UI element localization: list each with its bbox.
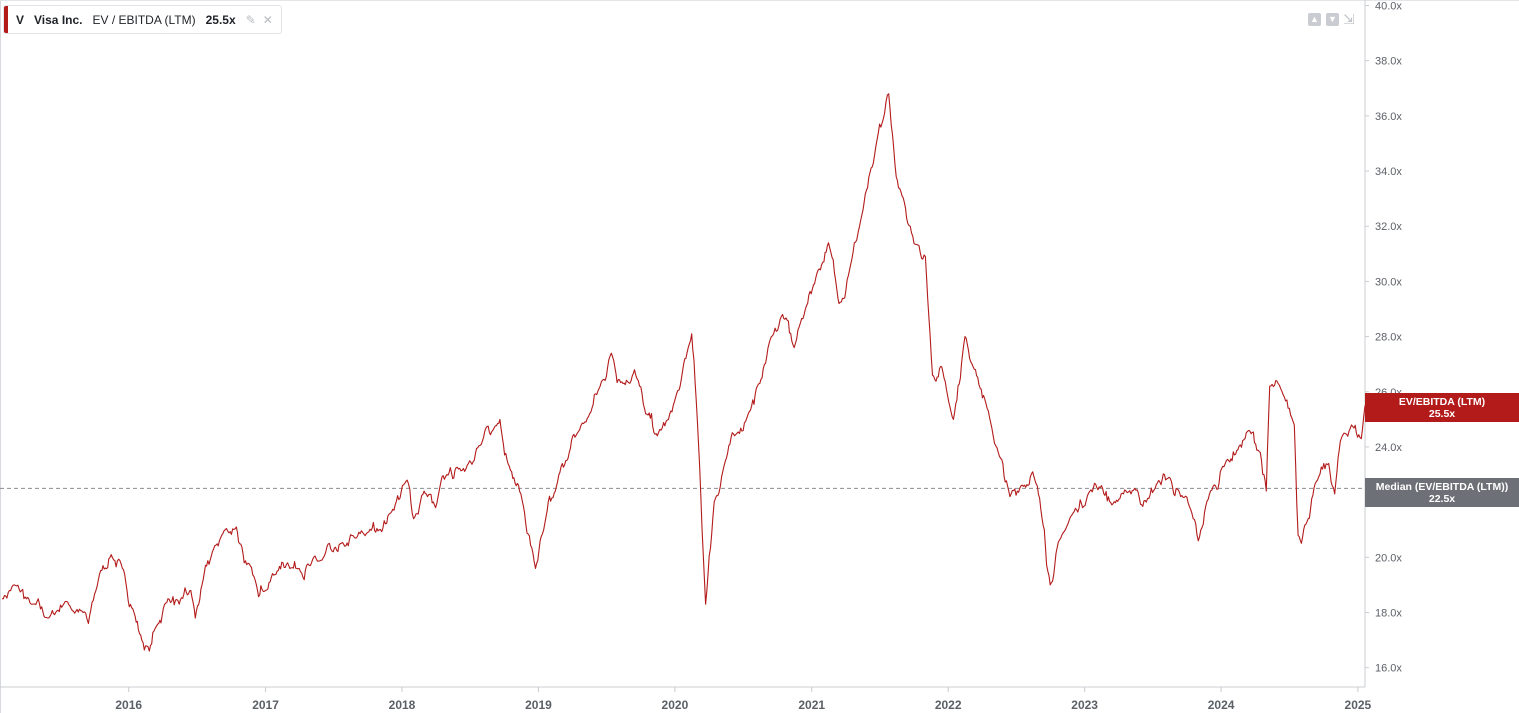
y-tick-label: 34.0x: [1375, 166, 1402, 178]
y-tick-label: 24.0x: [1375, 442, 1402, 454]
x-tick-label: 2022: [935, 698, 962, 712]
x-tick-label: 2023: [1071, 698, 1098, 712]
y-tick-label: 32.0x: [1375, 221, 1402, 233]
series-color-swatch: [4, 6, 8, 33]
legend-ticker: V: [16, 12, 25, 27]
y-tick-label: 36.0x: [1375, 111, 1402, 123]
legend-metric: EV / EBITDA (LTM): [92, 12, 196, 27]
y-tick-label: 20.0x: [1375, 552, 1402, 564]
series-line-ev-ebitda: [1, 93, 1366, 652]
x-tick-label: 2021: [798, 698, 825, 712]
median-flag-label: Median (EV/EBITDA (LTM)): [1375, 481, 1509, 493]
series-legend[interactable]: V Visa Inc. EV / EBITDA (LTM) 25.5x ✎ ✕: [3, 5, 282, 34]
arrow-down-icon[interactable]: ▼: [1326, 13, 1339, 26]
legend-company: Visa Inc.: [34, 12, 83, 27]
x-tick-label: 2020: [662, 698, 689, 712]
y-tick-label: 28.0x: [1375, 332, 1402, 344]
x-tick-label: 2016: [115, 698, 142, 712]
arrow-up-icon[interactable]: ▲: [1308, 13, 1321, 26]
legend-value: 25.5x: [205, 12, 236, 27]
y-tick-label: 16.0x: [1375, 663, 1402, 675]
x-tick-label: 2017: [252, 698, 279, 712]
current-value-flag: EV/EBITDA (LTM) 25.5x: [1365, 393, 1519, 422]
median-flag-value: 22.5x: [1428, 493, 1456, 505]
y-tick-label: 40.0x: [1375, 1, 1402, 13]
paint-brush-icon[interactable]: ✎: [245, 12, 256, 27]
x-tick-label: 2018: [389, 698, 416, 712]
y-tick-label: 18.0x: [1375, 608, 1402, 620]
x-tick-label: 2025: [1345, 698, 1372, 712]
y-tick-label: 38.0x: [1375, 56, 1402, 68]
current-flag-value: 25.5x: [1428, 408, 1456, 420]
collapse-icon[interactable]: ⇲: [1343, 11, 1355, 27]
median-value-flag: Median (EV/EBITDA (LTM)) 22.5x: [1365, 478, 1519, 507]
x-tick-label: 2019: [525, 698, 552, 712]
current-flag-label: EV/EBITDA (LTM): [1398, 396, 1486, 408]
close-icon[interactable]: ✕: [262, 12, 273, 27]
y-tick-label: 30.0x: [1375, 276, 1402, 288]
x-tick-label: 2024: [1208, 698, 1235, 712]
